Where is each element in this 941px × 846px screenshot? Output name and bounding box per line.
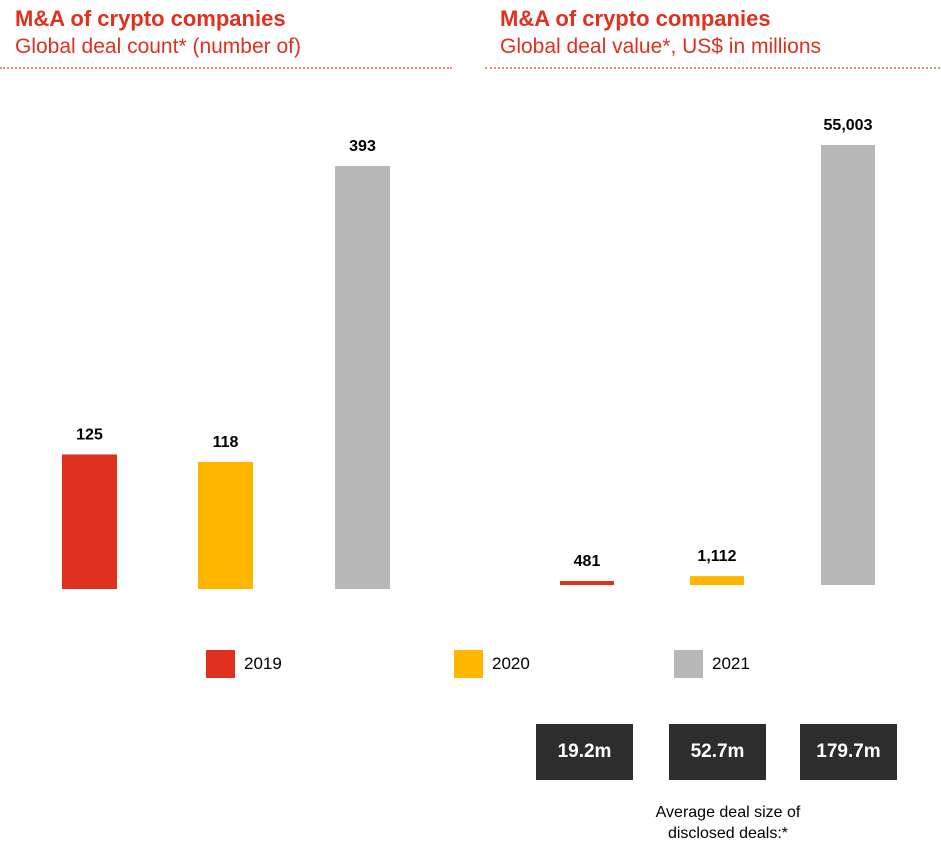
legend-swatch-2020 [454,650,483,678]
value-value-label-2019: 481 [574,553,601,570]
legend-swatch-2019 [206,650,235,678]
deal-count-divider [0,67,452,69]
count-value-label-2021: 393 [349,138,376,155]
count-value-label-2019: 125 [76,426,103,443]
deal-value-title: M&A of crypto companies [500,6,771,31]
legend-label-2020: 2020 [492,654,530,673]
avg-caption-line-1: Average deal size of [655,804,801,821]
value-value-label-2021: 55,003 [824,117,873,134]
count-bar-2020 [198,461,253,589]
legend-item-2020: 2020 [454,650,530,678]
value-value-label-2020: 1,112 [697,548,736,565]
legend-item-2019: 2019 [206,650,282,678]
count-value-label-2020: 118 [213,434,239,451]
avg-deal-size-caption: Average deal size of disclosed deals:* [600,802,856,844]
legend-label-2021: 2021 [712,654,750,673]
avg-deal-size-2020: 52.7m [669,724,766,780]
deal-count-title: M&A of crypto companies [15,6,286,31]
legend-swatch-2021 [674,650,703,678]
value-bar-2019 [560,581,614,585]
avg-caption-line-2: disclosed deals:* [667,825,789,842]
value-bar-2020 [690,576,744,585]
count-bar-2021 [335,166,390,589]
value-bar-2021 [821,145,875,585]
avg-deal-size-2019: 19.2m [536,724,633,780]
legend-item-2021: 2021 [674,650,750,678]
deal-count-subtitle: Global deal count* (number of) [15,35,301,58]
deal-value-divider [485,67,940,69]
avg-deal-size-2021: 179.7m [800,724,897,780]
count-bar-2019 [62,454,117,589]
legend-label-2019: 2019 [244,654,282,673]
legend: 2019 2020 2021 [0,640,941,685]
deal-value-subtitle: Global deal value*, US$ in millions [500,35,821,58]
